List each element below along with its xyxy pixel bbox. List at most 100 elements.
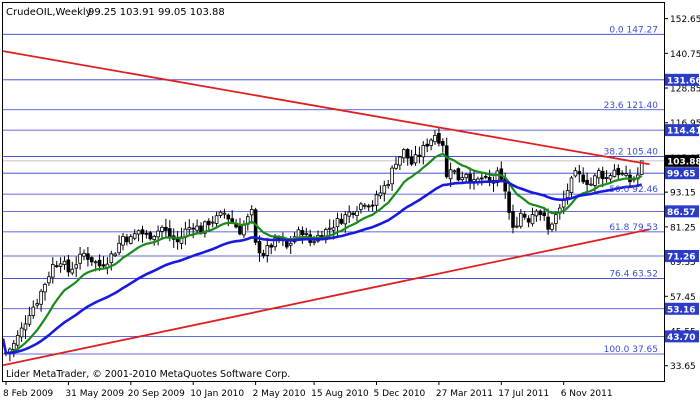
price-level-badge-bg [665,330,699,343]
candle-body [421,145,426,158]
fib-level-label: 23.6 121.40 [604,101,659,111]
candle-body [335,218,340,228]
fib-level-label: 0.0 147.27 [609,25,658,35]
x-axis: 8 Feb 2009 31 May 2009 20 Sep 2009 10 Jan 2… [3,381,613,399]
y-tick-label: 69.35 [670,258,696,268]
fib-level-label: 100.0 37.65 [604,345,658,355]
candle-body [144,232,149,235]
copyright-credit: Lider MetaTrader, © 2001-2010 MetaQuotes… [6,369,290,380]
candle-body [515,225,519,228]
x-tick-label: 6 Nov 2011 [561,389,613,399]
x-tick-label: 8 Feb 2009 [3,389,54,399]
candle-body [284,240,289,248]
candle-body [519,212,523,227]
candle-body [160,226,164,232]
candle-body [585,179,589,185]
candle-body [577,171,582,175]
candle-body [429,139,433,146]
candle-body [121,235,125,246]
candle-body [534,210,539,217]
candle-body [249,208,254,216]
candle-body [296,229,301,238]
candle-body [464,174,468,179]
candle-body [483,175,488,178]
candle-body [226,214,231,220]
y-axis: 152.65140.75128.85116.95105.0593.1581.25… [664,15,700,372]
x-tick-label: 10 Jan 2010 [190,389,244,399]
trendline-support [2,228,650,367]
candle-body [456,168,461,181]
candle-body [109,253,114,263]
candle-body [206,220,211,226]
candle-body [386,184,390,187]
candle-body [542,212,546,217]
candle-body [117,242,121,254]
candle-body [93,261,98,264]
candle-body [581,174,585,183]
candle-body [27,315,32,325]
candle-body [331,227,336,231]
candle-body [511,211,515,228]
candle-body [214,215,219,224]
candle-body [164,226,168,231]
candle-body [78,253,82,264]
candle-body [554,214,558,224]
candle-body [70,268,75,274]
candle-body [51,264,55,278]
moving-averages-layer [1,152,643,355]
candle-body [167,228,172,238]
candle-body [425,143,429,147]
candle-body [569,177,574,194]
y-tick-label: 152.65 [670,15,700,25]
price-level-badge: 131.66 [667,76,700,86]
candle-body [327,227,332,230]
candle-body [148,232,153,240]
trendline-resistance [2,50,650,166]
ma-fast-line [1,152,643,355]
candle-body [604,177,609,179]
price-level-badge-bg [665,205,699,218]
candle-body [639,160,644,175]
candle-body [526,218,531,223]
candle-body [288,242,293,246]
candle-body [300,229,305,236]
candle-body [440,141,445,146]
price-level-badge: 43.70 [667,333,695,343]
candle-body [495,170,500,183]
candle-body [35,303,39,306]
price-level-badge: 99.65 [667,170,695,180]
current-price-badge-bg [665,154,699,167]
candle-body [210,221,215,224]
candle-body [565,190,570,199]
candle-body [417,154,422,157]
fib-labels-layer: 0.0 147.27 23.6 121.40 38.2 105.40 50.0 92.… [604,25,659,355]
candle-body [132,233,137,239]
price-level-badge-bg [665,73,699,86]
candle-body [593,175,597,186]
candle-body [405,149,410,159]
candle-body [31,306,36,316]
levels-layer [3,33,664,355]
candle-body [136,230,141,235]
candle-body [238,225,242,235]
candle-body [370,204,375,207]
x-tick-label: 31 May 2009 [65,389,124,399]
candle-body [312,241,316,244]
candle-body [43,283,47,293]
candle-body [265,245,270,256]
candle-body [409,156,414,165]
x-tick-label: 15 Aug 2010 [311,389,369,399]
candle-body [74,264,79,269]
fib-level-label: 38.2 105.40 [604,147,659,157]
price-level-badge-bg [665,249,699,262]
price-level-badge-bg [665,167,699,180]
price-level-badge: 86.57 [667,208,695,218]
x-tick-label: 2 May 2010 [253,389,306,399]
y-tick-label: 93.15 [670,189,696,199]
candle-body [339,218,344,224]
candle-body [273,237,277,248]
candle-body [23,323,28,331]
candle-body [437,133,441,144]
y-tick-label: 81.25 [670,223,696,233]
